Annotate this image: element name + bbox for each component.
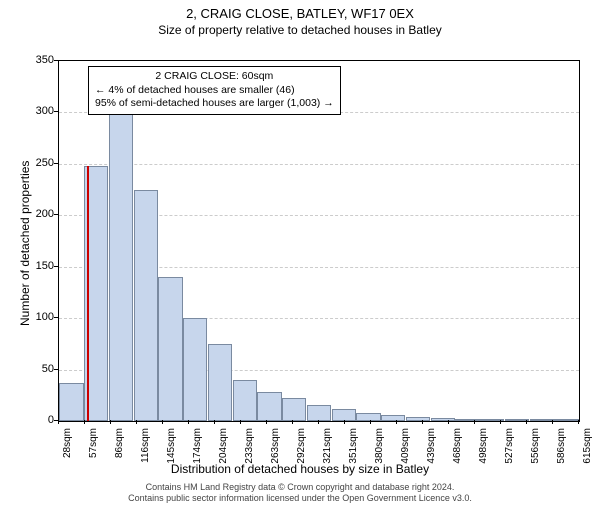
y-tick-label: 0	[20, 414, 54, 426]
x-tick	[292, 420, 293, 424]
x-tick-label: 174sqm	[192, 428, 203, 468]
x-tick	[58, 420, 59, 424]
y-tick	[54, 317, 58, 318]
x-tick-label: 409sqm	[400, 428, 411, 468]
marker-line	[87, 166, 89, 421]
x-tick	[370, 420, 371, 424]
y-tick	[54, 214, 58, 215]
histogram-bar	[455, 419, 479, 421]
annotation-line: 2 CRAIG CLOSE: 60sqm	[95, 70, 334, 84]
x-tick	[214, 420, 215, 424]
histogram-bar	[59, 383, 83, 421]
x-tick-label: 321sqm	[322, 428, 333, 468]
x-tick-label: 116sqm	[140, 428, 151, 468]
y-tick	[54, 163, 58, 164]
y-tick-label: 300	[20, 105, 54, 117]
y-tick	[54, 111, 58, 112]
histogram-bar	[307, 405, 331, 421]
x-tick-label: 556sqm	[530, 428, 541, 468]
y-tick-label: 250	[20, 157, 54, 169]
gridline	[59, 164, 579, 165]
x-tick-label: 527sqm	[504, 428, 515, 468]
x-tick-label: 439sqm	[426, 428, 437, 468]
annotation-line: ← 4% of detached houses are smaller (46)	[95, 84, 334, 98]
x-tick-label: 28sqm	[62, 428, 73, 468]
chart-title: 2, CRAIG CLOSE, BATLEY, WF17 0EX	[0, 6, 600, 21]
histogram-bar	[381, 415, 405, 421]
x-tick-label: 498sqm	[478, 428, 489, 468]
x-tick	[162, 420, 163, 424]
chart-subtitle: Size of property relative to detached ho…	[0, 23, 600, 37]
histogram-bar	[134, 190, 158, 421]
y-tick	[54, 60, 58, 61]
x-tick-label: 145sqm	[166, 428, 177, 468]
y-tick-label: 350	[20, 54, 54, 66]
x-tick	[240, 420, 241, 424]
x-tick-label: 204sqm	[218, 428, 229, 468]
x-tick	[344, 420, 345, 424]
footer-line-2: Contains public sector information licen…	[0, 493, 600, 504]
x-tick-label: 615sqm	[582, 428, 593, 468]
histogram-bar	[257, 392, 281, 421]
histogram-bar	[431, 418, 455, 421]
x-tick-label: 468sqm	[452, 428, 463, 468]
histogram-bar	[554, 419, 578, 421]
x-tick-label: 233sqm	[244, 428, 255, 468]
x-tick	[552, 420, 553, 424]
y-tick-label: 200	[20, 208, 54, 220]
x-tick	[474, 420, 475, 424]
annotation-box: 2 CRAIG CLOSE: 60sqm← 4% of detached hou…	[88, 66, 341, 115]
histogram-bar	[158, 277, 182, 421]
footer: Contains HM Land Registry data © Crown c…	[0, 482, 600, 504]
y-tick-label: 100	[20, 311, 54, 323]
x-tick	[266, 420, 267, 424]
histogram-bar	[530, 419, 554, 421]
x-tick-label: 351sqm	[348, 428, 359, 468]
histogram-bar	[356, 413, 380, 421]
x-tick-label: 86sqm	[114, 428, 125, 468]
x-tick-label: 57sqm	[88, 428, 99, 468]
y-tick-label: 150	[20, 260, 54, 272]
y-tick	[54, 266, 58, 267]
y-tick-label: 50	[20, 363, 54, 375]
x-tick-label: 292sqm	[296, 428, 307, 468]
histogram-bar	[406, 417, 430, 421]
x-tick	[396, 420, 397, 424]
x-tick	[318, 420, 319, 424]
histogram-bar	[109, 112, 133, 421]
y-axis-label: Number of detached properties	[18, 161, 32, 326]
x-tick	[500, 420, 501, 424]
x-tick	[136, 420, 137, 424]
x-tick	[526, 420, 527, 424]
histogram-bar	[183, 318, 207, 421]
x-tick-label: 586sqm	[556, 428, 567, 468]
x-tick	[578, 420, 579, 424]
x-tick-label: 380sqm	[374, 428, 385, 468]
x-tick	[422, 420, 423, 424]
histogram-bar	[233, 380, 257, 421]
x-tick-label: 263sqm	[270, 428, 281, 468]
y-tick	[54, 369, 58, 370]
x-tick	[448, 420, 449, 424]
histogram-bar	[282, 398, 306, 421]
x-tick	[188, 420, 189, 424]
annotation-line: 95% of semi-detached houses are larger (…	[95, 97, 334, 111]
histogram-bar	[208, 344, 232, 421]
x-tick	[84, 420, 85, 424]
x-tick	[110, 420, 111, 424]
footer-line-1: Contains HM Land Registry data © Crown c…	[0, 482, 600, 493]
